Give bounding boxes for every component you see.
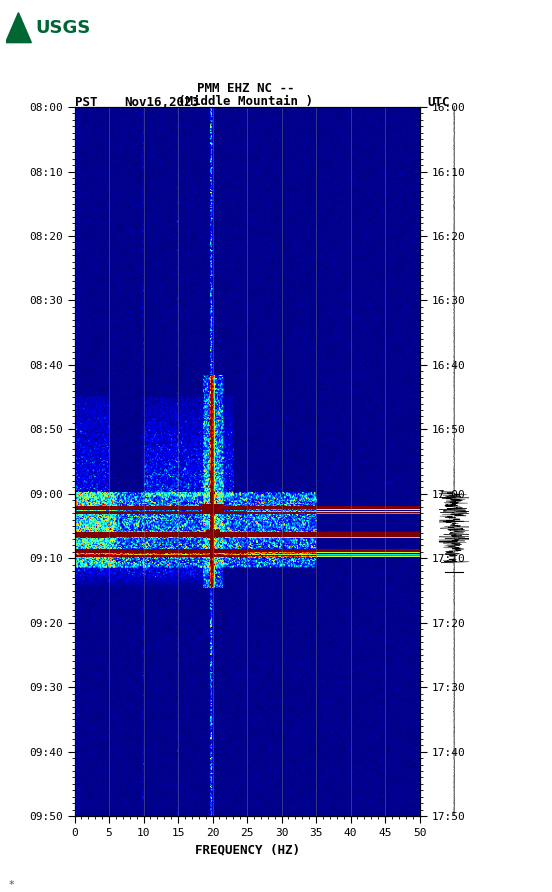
Text: UTC: UTC xyxy=(428,95,450,109)
Text: PST: PST xyxy=(75,95,97,109)
X-axis label: FREQUENCY (HZ): FREQUENCY (HZ) xyxy=(194,844,300,856)
Text: USGS: USGS xyxy=(36,19,91,37)
Text: Nov16,2023: Nov16,2023 xyxy=(124,95,199,109)
Text: (Middle Mountain ): (Middle Mountain ) xyxy=(178,95,313,108)
Text: PMM EHZ NC --: PMM EHZ NC -- xyxy=(197,81,294,95)
Text: *: * xyxy=(8,880,14,889)
Polygon shape xyxy=(6,12,31,43)
